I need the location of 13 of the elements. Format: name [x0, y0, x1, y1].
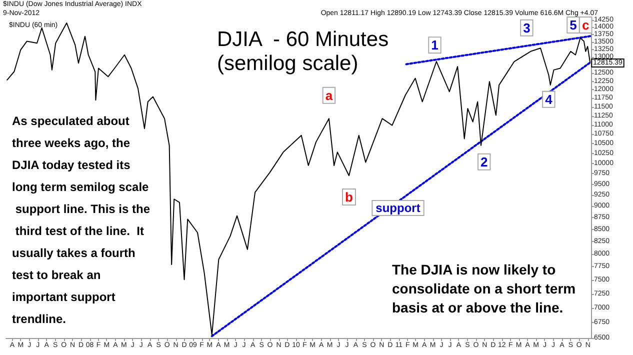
chart-title: DJIA - 60 Minutes — [217, 28, 389, 51]
annotation: 3 — [523, 20, 530, 36]
annotation: 4 — [545, 92, 554, 107]
annotation: support — [376, 201, 420, 215]
annotation: 5 — [570, 18, 577, 33]
annotation: 2 — [480, 154, 488, 170]
text: (semilog scale) — [217, 52, 358, 75]
annotation: c — [582, 18, 590, 33]
annotation: a — [325, 88, 334, 103]
text: As speculated about three weeks ago, the DJIA today tested its long term semilog scale support line. This is the third test of the line. It usually takes a fourth test to break an important support trendline. — [12, 114, 150, 326]
annotation: 1 — [431, 38, 438, 53]
annotation: The DJIA is now likely to consolidate on a short term basis at or above the line. — [392, 262, 580, 316]
annotation: b — [345, 190, 354, 205]
